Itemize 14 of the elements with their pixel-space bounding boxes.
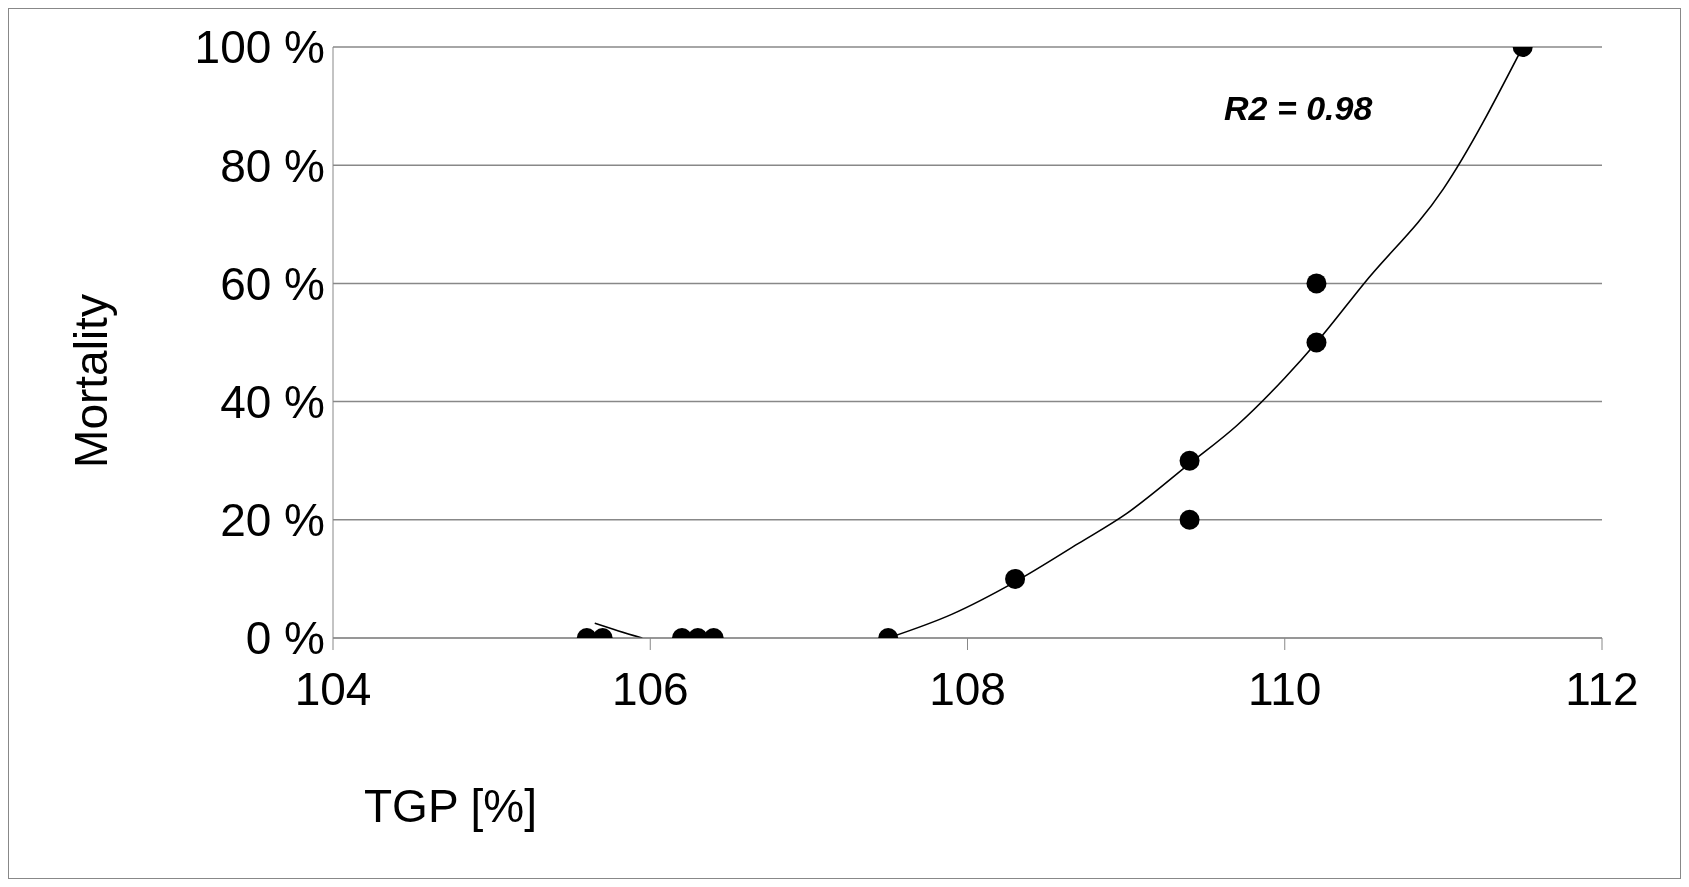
annotation: R2 = 0.98 — [1224, 89, 1373, 128]
x-tick-label: 112 — [1565, 662, 1639, 715]
y-tick-label: 80 % — [220, 139, 325, 192]
x-tick-label: 104 — [294, 662, 372, 715]
y-axis-title: Mortality — [64, 294, 118, 468]
x-tick-label: 110 — [1248, 662, 1322, 715]
x-tick-label: 106 — [611, 662, 689, 715]
x-axis-title: TGP [%] — [364, 779, 537, 833]
y-tick-label: 40 % — [220, 375, 325, 428]
y-tick-label: 20 % — [220, 494, 325, 547]
y-tick-label: 0 % — [245, 612, 325, 665]
y-tick-label: 100 % — [194, 21, 325, 74]
y-tick-label: 60 % — [220, 257, 325, 310]
x-tick-label: 108 — [929, 662, 1006, 715]
